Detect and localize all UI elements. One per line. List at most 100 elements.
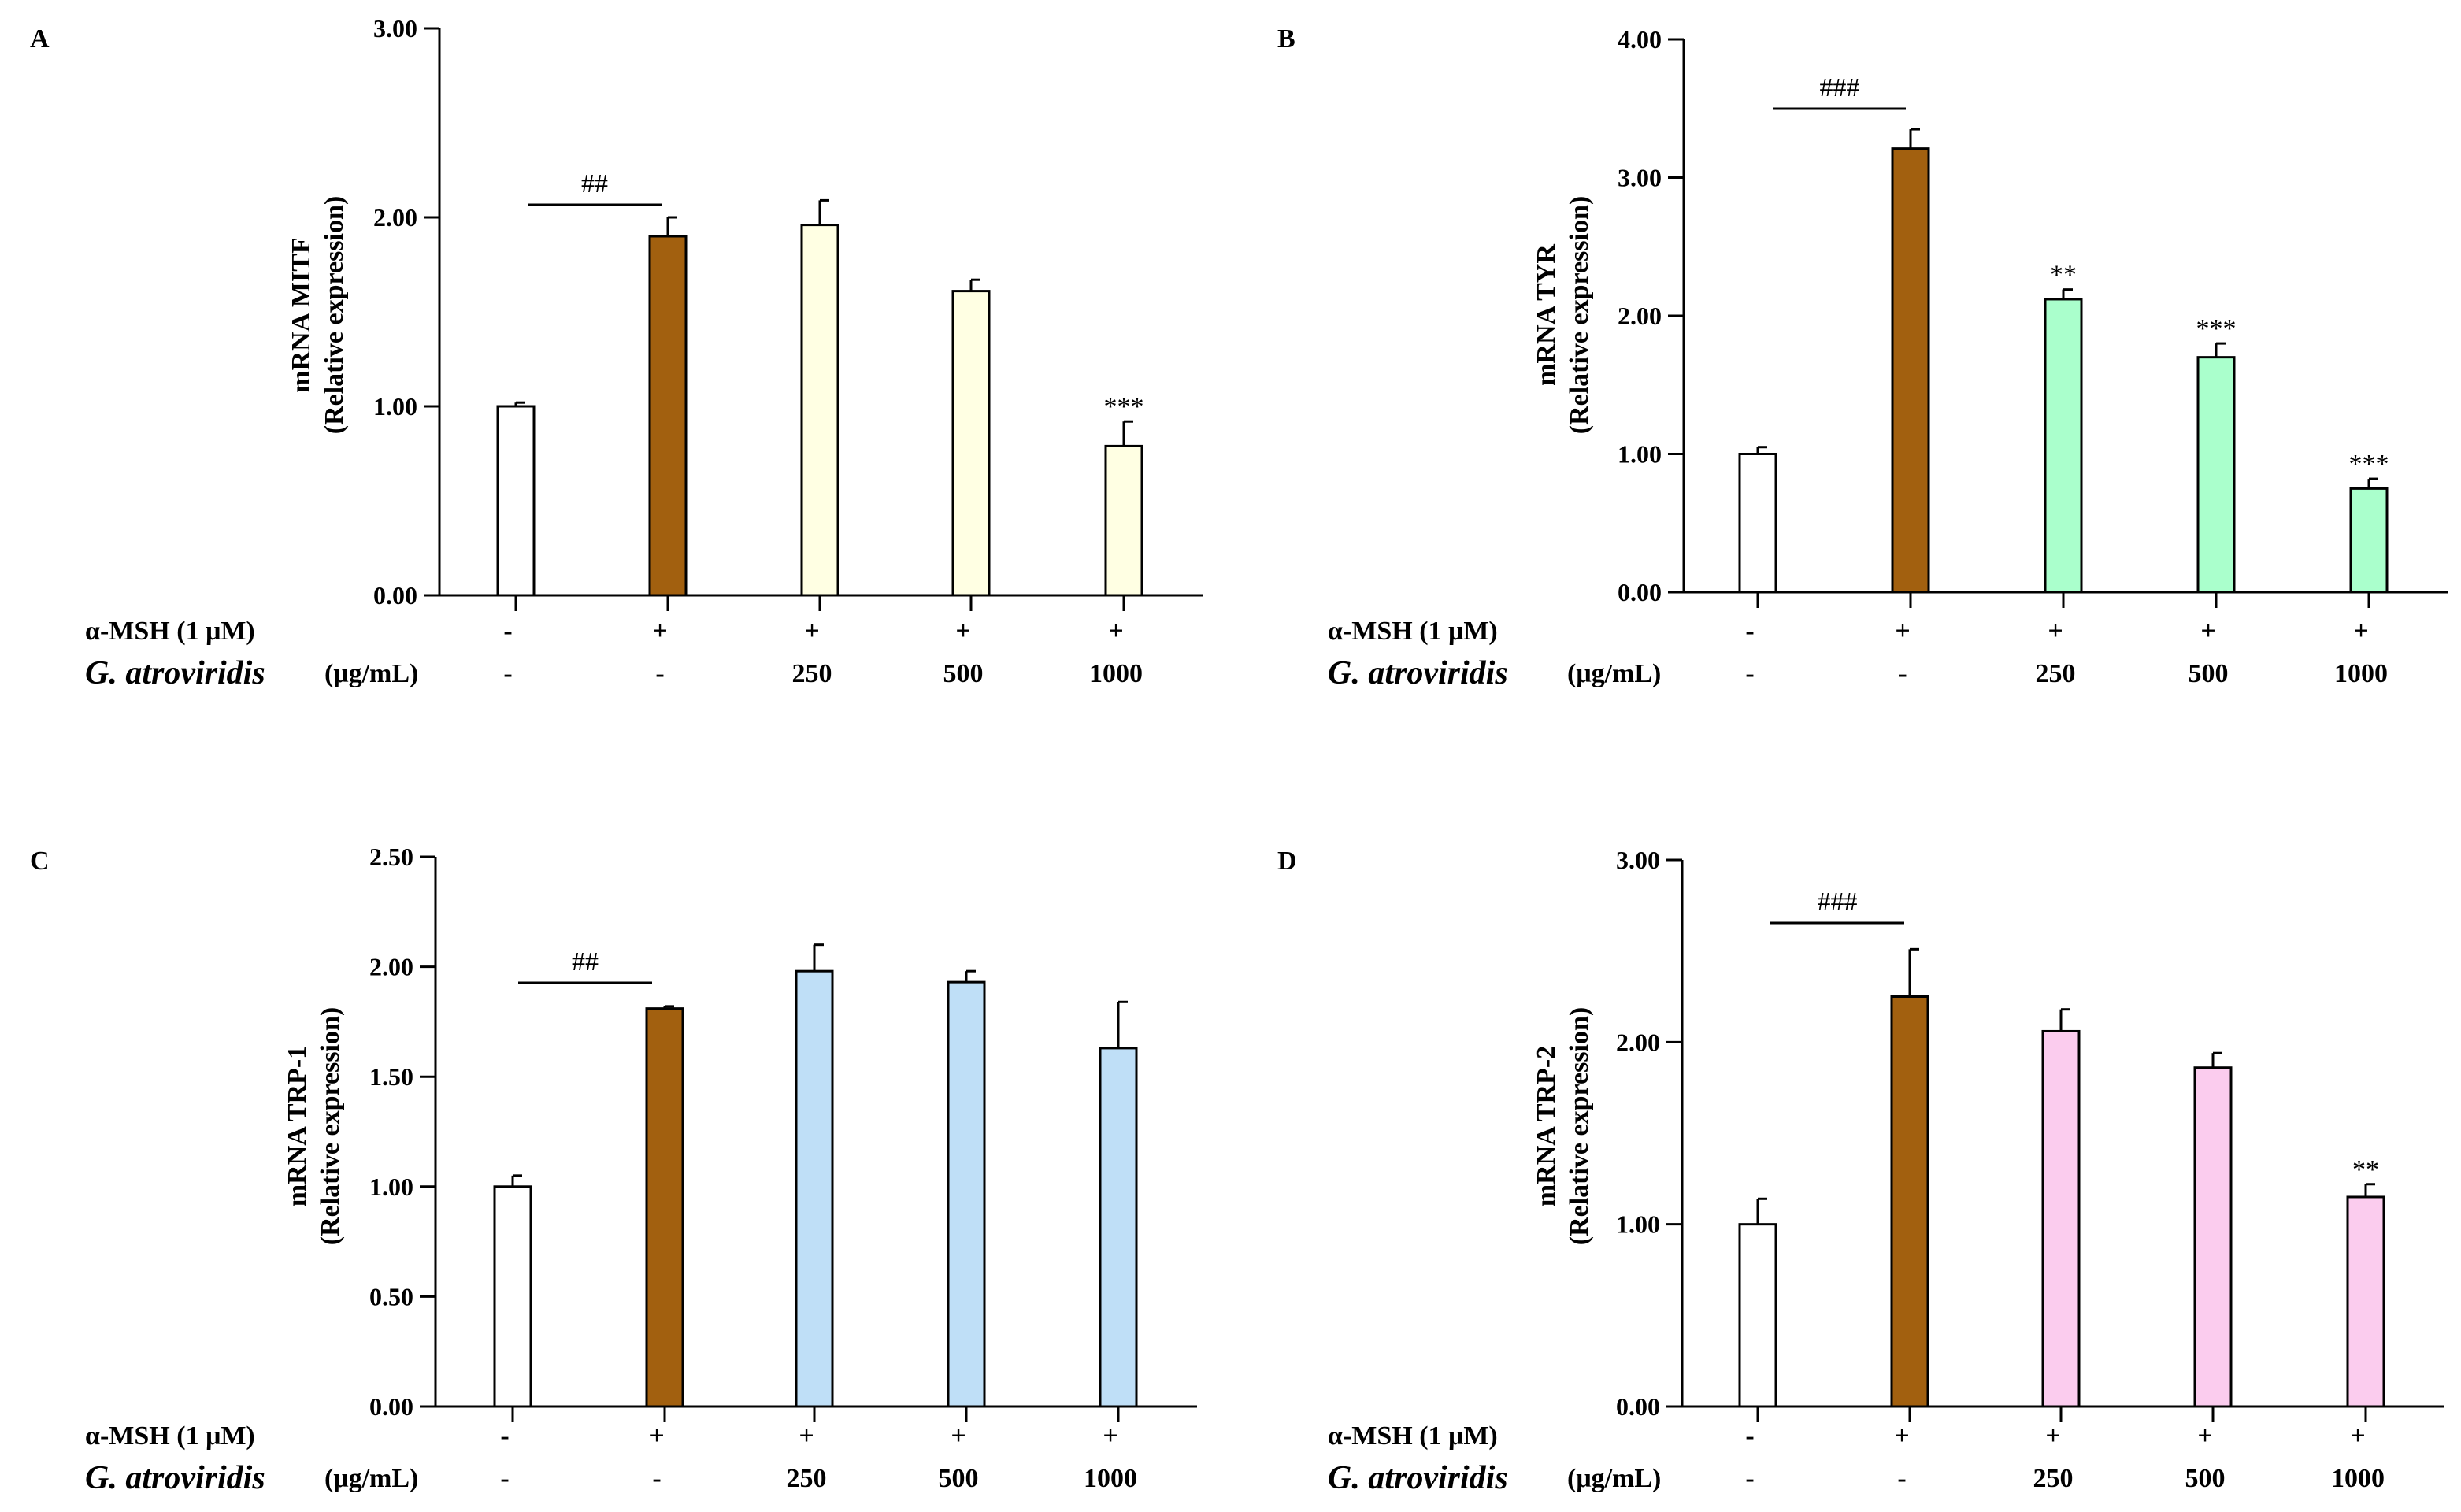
panel-d-msh-value: +: [1894, 1421, 1909, 1451]
panel-d-significance: **: [2352, 1155, 2379, 1184]
panel-b-ytick-label: 2.00: [1618, 302, 1662, 330]
panel-b-msh-row-label: α-MSH (1 μM): [1328, 617, 1498, 646]
panel-c-comparison-label: ##: [572, 947, 599, 976]
panel-a-dose-value: -: [503, 659, 512, 688]
panel-a-bar-3: [800, 224, 839, 597]
panel-b-ytick-label: 0.00: [1618, 578, 1662, 606]
panel-c-bar-3: [795, 969, 834, 1408]
panel-d-dose-value: -: [1897, 1464, 1906, 1493]
panel-b-ytick-label: 1.00: [1618, 440, 1662, 469]
panel-c-dose-value: -: [500, 1464, 509, 1493]
panel-c-msh-value: +: [649, 1421, 664, 1451]
panel-a-ylabel-line2: (Relative expression): [320, 196, 349, 434]
panel-d-msh-value: +: [2350, 1421, 2365, 1451]
panel-c-bar-4: [947, 980, 986, 1408]
panel-c-dose-value: 1000: [1084, 1464, 1137, 1493]
panel-b-species-row-label: G. atroviridis: [1328, 655, 1508, 691]
panel-b-msh-value: +: [2353, 617, 2368, 646]
panel-b-bar-2: [1891, 147, 1930, 594]
panel-b-ylabel-line1: mRNA TYR: [1532, 244, 1561, 386]
panel-d-ylabel-line1: mRNA TRP-2: [1532, 1046, 1561, 1206]
panel-b-bar-5: [2349, 487, 2389, 594]
panel-a-unit-label: (μg/mL): [324, 659, 418, 688]
panel-b-msh-value: +: [2200, 617, 2215, 646]
panel-a-msh-row-label: α-MSH (1 μM): [85, 617, 255, 646]
panel-a-bar-5: [1104, 444, 1143, 597]
panel-a-msh-value: +: [652, 617, 667, 646]
panel-a-comparison-label: ##: [581, 169, 608, 198]
panel-a-msh-value: +: [804, 617, 819, 646]
panel-d-ytick-label: 3.00: [1616, 846, 1660, 874]
panel-a-species-row-label: G. atroviridis: [85, 655, 265, 691]
panel-d-ytick-label: 1.00: [1616, 1210, 1660, 1239]
panel-b-dose-value: 1000: [2334, 659, 2388, 688]
panel-a-bar-1: [496, 405, 536, 597]
panel-a-dose-value: 250: [792, 659, 832, 688]
panel-a-msh-value: +: [1108, 617, 1123, 646]
panel-b-msh-value: +: [2048, 617, 2063, 646]
panel-c-ytick-label: 0.50: [369, 1282, 413, 1310]
panel-c-bar-5: [1099, 1047, 1138, 1408]
panel-c-dose-value: 500: [939, 1464, 979, 1493]
panel-c-dose-value: 250: [787, 1464, 827, 1493]
panel-c-msh-value: +: [799, 1421, 814, 1451]
panel-b-letter: B: [1277, 24, 1295, 54]
panel-c-ytick-label: 2.50: [369, 843, 413, 871]
panel-d-letter: D: [1277, 847, 1297, 876]
panel-d-dose-value: 1000: [2331, 1464, 2385, 1493]
panel-b-dose-value: 250: [2036, 659, 2076, 688]
panel-a-dose-value: 500: [943, 659, 984, 688]
panel-b-comparison-label: ###: [1820, 73, 1860, 102]
panel-b-bar-4: [2196, 356, 2236, 594]
panel-a-bar-2: [648, 235, 688, 597]
panel-c-ytick-label: 1.50: [369, 1062, 413, 1091]
panel-c-unit-label: (μg/mL): [324, 1464, 418, 1493]
panel-a-ytick-label: 3.00: [373, 14, 417, 43]
panel-d-comparison-label: ###: [1818, 888, 1858, 917]
panel-a-bar-4: [951, 290, 991, 597]
panel-d-dose-value: 250: [2033, 1464, 2074, 1493]
panel-b-msh-value: +: [1895, 617, 1910, 646]
panel-d-bar-5: [2346, 1195, 2385, 1408]
panel-c-ylabel-line2: (Relative expression): [316, 1007, 345, 1245]
panel-b-bar-3: [2044, 298, 2083, 594]
panel-d-species-row-label: G. atroviridis: [1328, 1460, 1508, 1496]
panel-c-msh-value: +: [951, 1421, 965, 1451]
panel-b-unit-label: (μg/mL): [1567, 659, 1661, 688]
panel-c-ytick-label: 2.00: [369, 953, 413, 981]
panel-b-dose-value: -: [1745, 659, 1754, 688]
panel-c-species-row-label: G. atroviridis: [85, 1460, 265, 1496]
panel-c-msh-value: -: [500, 1421, 509, 1451]
panel-b-significance: ***: [2349, 450, 2389, 479]
panel-c-ytick-label: 0.00: [369, 1392, 413, 1421]
panel-a-ylabel-line1: mRNA MITF: [287, 237, 316, 392]
panel-d-unit-label: (μg/mL): [1567, 1464, 1661, 1493]
panel-c-dose-value: -: [652, 1464, 661, 1493]
panel-b-dose-value: -: [1898, 659, 1907, 688]
panel-a-significance: ***: [1104, 392, 1144, 421]
panel-b-significance: **: [2050, 261, 2077, 290]
panel-d-msh-row-label: α-MSH (1 μM): [1328, 1421, 1498, 1451]
panel-d-msh-value: -: [1745, 1421, 1754, 1451]
panel-d-bar-2: [1890, 995, 1929, 1408]
panel-a-letter: A: [30, 24, 50, 54]
panel-a-msh-value: -: [503, 617, 512, 646]
panel-b-ytick-label: 4.00: [1618, 25, 1662, 54]
panel-a-ytick-label: 2.00: [373, 203, 417, 232]
panel-b-ylabel-line2: (Relative expression): [1565, 196, 1594, 434]
panel-c-letter: C: [30, 847, 50, 876]
panel-a-dose-value: -: [655, 659, 664, 688]
panel-c-ytick-label: 1.00: [369, 1173, 413, 1201]
panel-d-ytick-label: 2.00: [1616, 1028, 1660, 1056]
panel-a-msh-value: +: [955, 617, 970, 646]
panel-d-dose-value: 500: [2185, 1464, 2226, 1493]
panel-d-bar-1: [1738, 1223, 1777, 1408]
panel-b-msh-value: -: [1745, 617, 1754, 646]
panel-c-msh-row-label: α-MSH (1 μM): [85, 1421, 255, 1451]
panel-d-dose-value: -: [1745, 1464, 1754, 1493]
panel-d-bar-3: [2041, 1029, 2081, 1408]
panel-d-msh-value: +: [2197, 1421, 2212, 1451]
panel-c-bar-1: [493, 1185, 532, 1408]
panel-a-dose-value: 1000: [1089, 659, 1143, 688]
